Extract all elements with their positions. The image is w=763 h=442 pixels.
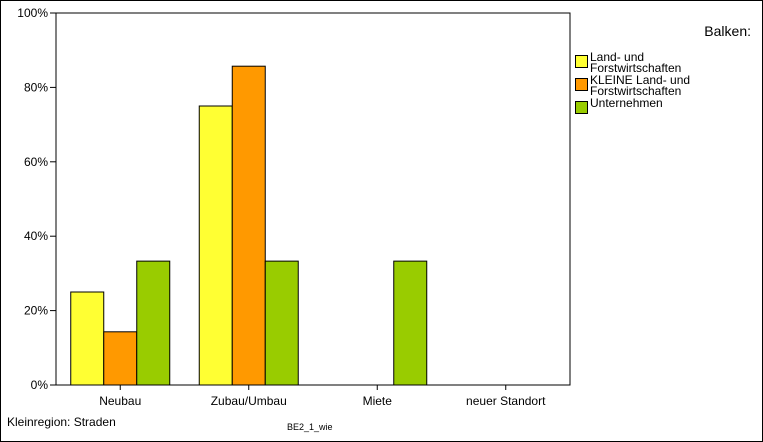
y-tick-label: 100% — [17, 6, 48, 20]
legend-title: Balken: — [704, 23, 751, 39]
legend-label: Unternehmen — [590, 96, 663, 110]
legend-item: Land- und Forstwirtschaften — [575, 50, 760, 75]
x-tick-label: neuer Standort — [466, 394, 546, 408]
legend-label: Land- und Forstwirtschaften — [590, 50, 682, 75]
y-tick-label: 40% — [24, 229, 48, 243]
legend-swatch — [575, 55, 588, 68]
plot-area — [55, 12, 571, 386]
legend-swatch — [575, 78, 588, 91]
bar — [198, 105, 233, 386]
legend: Land- und Forstwirtschaften KLEINE Land- … — [575, 50, 760, 115]
y-tick-label: 60% — [24, 155, 48, 169]
bar — [393, 260, 428, 386]
y-tick-label: 20% — [24, 304, 48, 318]
legend-item: KLEINE Land- und Forstwirtschaften — [575, 73, 760, 98]
y-tick-label: 0% — [31, 378, 49, 392]
legend-label: KLEINE Land- und Forstwirtschaften — [590, 73, 691, 98]
bar — [70, 291, 105, 386]
x-tick-label: Neubau — [99, 394, 141, 408]
bar — [231, 65, 266, 386]
legend-swatch — [575, 101, 588, 114]
x-tick-label: Miete — [363, 394, 393, 408]
footnote: Kleinregion: Straden — [7, 415, 116, 429]
bar — [264, 260, 299, 386]
x-axis-label: BE2_1_wie — [287, 422, 333, 432]
bar — [103, 331, 138, 386]
legend-item: Unternehmen — [575, 96, 760, 114]
bar — [136, 260, 171, 386]
y-tick-label: 80% — [24, 80, 48, 94]
x-tick-label: Zubau/Umbau — [211, 394, 287, 408]
